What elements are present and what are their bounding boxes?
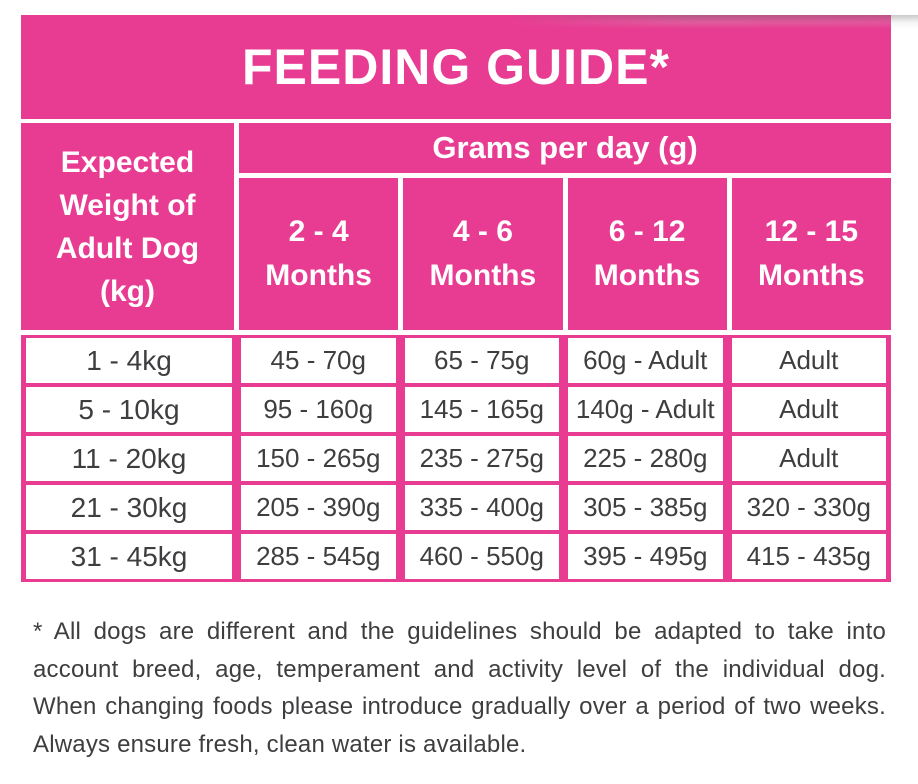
weight-cell: 1 - 4kg (24, 338, 234, 383)
page-title: FEEDING GUIDE* (242, 39, 670, 95)
grams-per-day-header: Grams per day (g) (239, 123, 891, 173)
month-header-6-12: 6 - 12 Months (567, 178, 727, 330)
month-header-12-15: 12 - 15 Months (731, 178, 891, 330)
month-header-4-6: 4 - 6 Months (403, 178, 563, 330)
weight-cell: 5 - 10kg (24, 387, 234, 432)
value-cell: 140g - Adult (566, 387, 725, 432)
weight-cell: 11 - 20kg (24, 436, 234, 481)
value-cell: 235 - 275g (402, 436, 561, 481)
scan-shadow-artifact (0, 15, 918, 29)
value-cell: 60g - Adult (566, 338, 725, 383)
month-header-2-4: 2 - 4 Months (239, 178, 399, 330)
value-cell: 335 - 400g (402, 485, 561, 530)
weight-cell: 21 - 30kg (24, 485, 234, 530)
footnote-text: * All dogs are different and the guideli… (33, 618, 886, 758)
value-cell: 205 - 390g (239, 485, 398, 530)
feeding-table-header: Expected Weight of Adult Dog (kg) Grams … (21, 123, 891, 330)
title-band: FEEDING GUIDE* (21, 15, 891, 119)
value-cell: 460 - 550g (402, 534, 561, 579)
weight-column-header: Expected Weight of Adult Dog (kg) (21, 123, 234, 330)
value-cell: 65 - 75g (402, 338, 561, 383)
feeding-table-body: 1 - 4kg 45 - 70g 65 - 75g 60g - Adult Ad… (21, 335, 891, 582)
value-cell: Adult (729, 436, 888, 481)
value-cell: 305 - 385g (566, 485, 725, 530)
value-cell: Adult (729, 338, 888, 383)
value-cell: 415 - 435g (729, 534, 888, 579)
value-cell: 285 - 545g (239, 534, 398, 579)
feeding-guide-panel: FEEDING GUIDE* Expected Weight of Adult … (0, 15, 918, 784)
value-cell: 225 - 280g (566, 436, 725, 481)
value-cell: 150 - 265g (239, 436, 398, 481)
value-cell: 320 - 330g (729, 485, 888, 530)
value-cell: 145 - 165g (402, 387, 561, 432)
weight-cell: 31 - 45kg (24, 534, 234, 579)
value-cell: Adult (729, 387, 888, 432)
value-cell: 45 - 70g (239, 338, 398, 383)
value-cell: 395 - 495g (566, 534, 725, 579)
value-cell: 95 - 160g (239, 387, 398, 432)
